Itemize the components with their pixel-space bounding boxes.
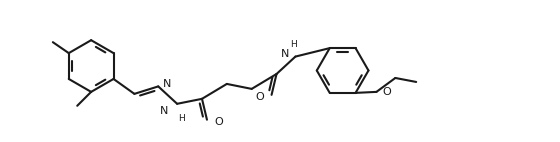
Text: O: O (214, 117, 223, 127)
Text: N: N (160, 106, 168, 116)
Text: N: N (281, 49, 290, 59)
Text: H: H (178, 114, 185, 123)
Text: H: H (291, 40, 297, 49)
Text: O: O (382, 87, 391, 97)
Text: N: N (163, 79, 171, 89)
Text: O: O (256, 92, 265, 102)
